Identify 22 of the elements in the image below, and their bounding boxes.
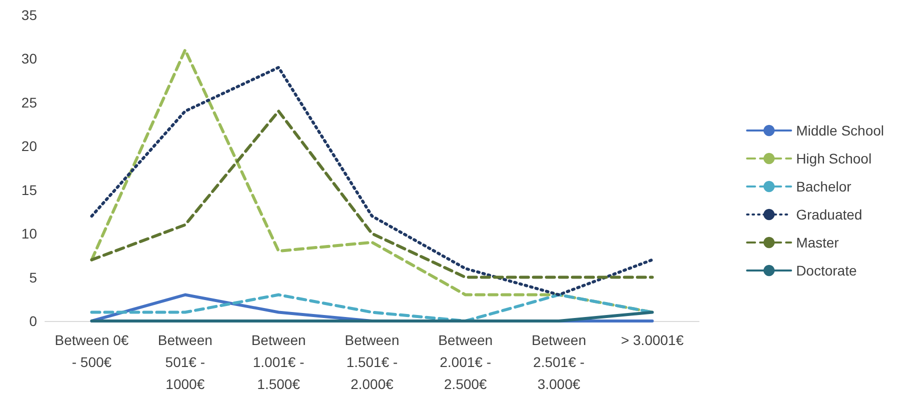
y-tick-label: 10 — [21, 226, 38, 242]
legend-label: Doctorate — [796, 262, 857, 278]
x-tick-label: Between 1.501€ - 2.000€ — [344, 332, 400, 392]
y-tick-label: 5 — [29, 269, 38, 286]
legend-label: High School — [796, 150, 872, 166]
y-tick-label: 20 — [21, 138, 38, 154]
y-tick-label: 25 — [21, 94, 38, 110]
y-tick-label: 35 — [21, 7, 38, 23]
line-series — [90, 110, 654, 279]
x-tick-label: Between 501€ - 1000€ — [158, 332, 212, 392]
x-tick-label: > 3.0001€ — [620, 332, 684, 348]
legend-label: Middle School — [796, 122, 884, 138]
x-tick-label: Between 1.001€ - 1.500€ — [251, 332, 306, 392]
legend-label: Bachelor — [796, 178, 852, 194]
y-tick-label: 15 — [21, 182, 38, 198]
y-tick-label: 30 — [21, 50, 38, 67]
legend-label: Graduated — [796, 206, 862, 222]
x-tick-label: Between 0€ - 500€ — [54, 332, 129, 370]
y-tick-label: 0 — [29, 313, 38, 329]
x-tick-label: Between 2.501€ - 3.000€ — [532, 332, 586, 392]
legend-label: Master — [796, 234, 840, 250]
x-tick-label: Between 2.001€ - 2.500€ — [438, 332, 493, 392]
